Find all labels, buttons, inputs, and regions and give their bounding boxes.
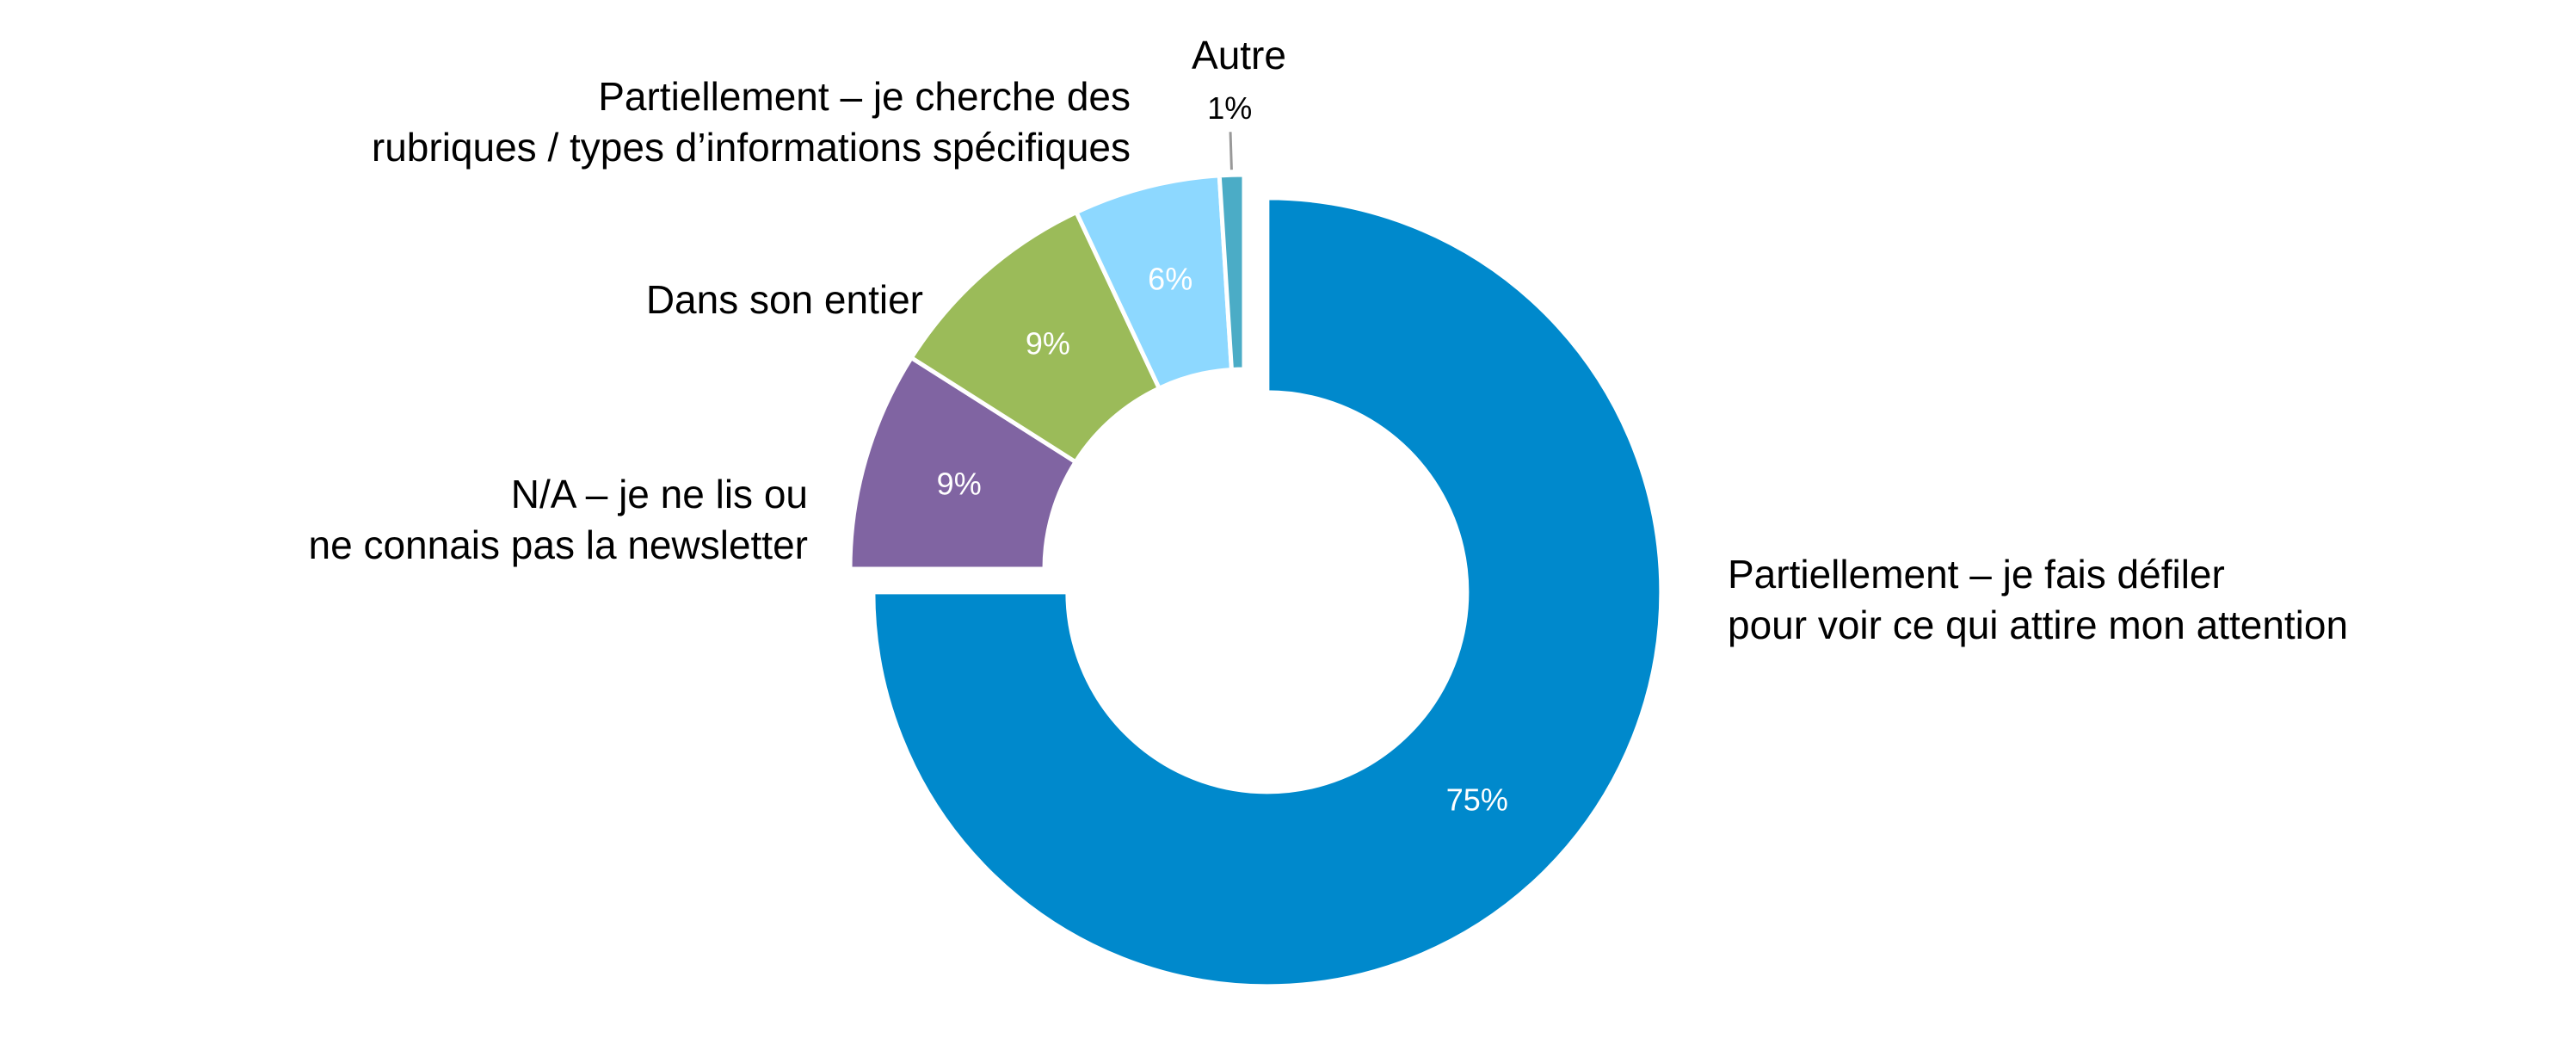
slice-label: Autre — [1192, 33, 1286, 77]
value-label: 9% — [937, 466, 982, 501]
value-label: 1% — [1207, 90, 1252, 126]
value-label: 9% — [1026, 326, 1070, 362]
slice-label: Dans son entier — [645, 277, 923, 322]
slice-label: Partiellement – je fais défiler pour voi… — [1728, 552, 2349, 647]
slice-label: N/A – je ne lis ou ne connais pas la new… — [308, 472, 808, 567]
value-label: 6% — [1148, 261, 1192, 296]
donut-slice — [871, 195, 1664, 989]
donut-slice — [1217, 172, 1247, 373]
value-label: 75% — [1446, 782, 1508, 817]
leader-line — [1229, 132, 1233, 170]
slice-label: Partiellement – je cherche des rubriques… — [371, 74, 1131, 170]
